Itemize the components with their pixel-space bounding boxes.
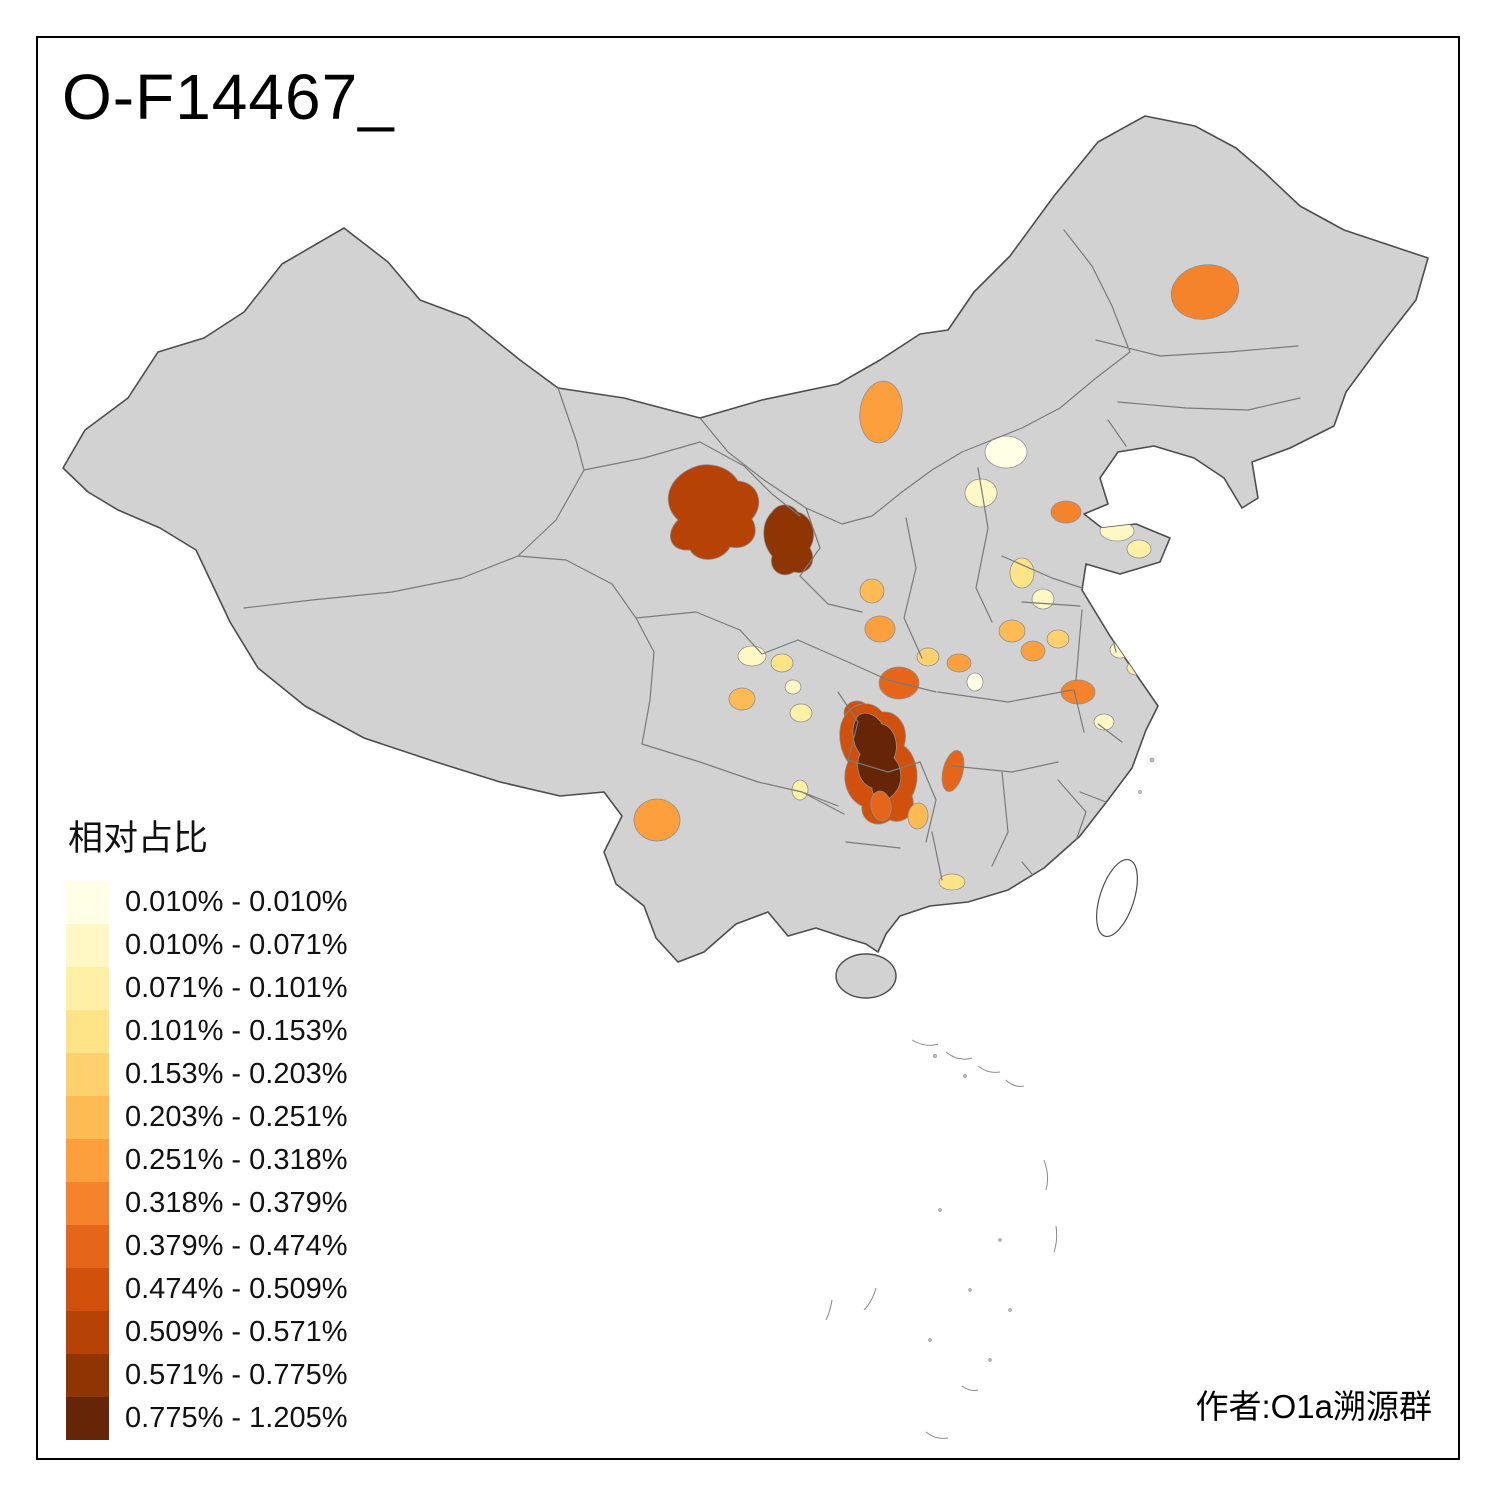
legend-title: 相对占比 [68, 819, 209, 858]
taiwan-island [1096, 858, 1138, 938]
legend-swatch [66, 967, 109, 1010]
legend-label: 0.775% - 1.205% [125, 1402, 348, 1434]
map-region-chengdu-area [784, 679, 802, 695]
legend-swatch [66, 1311, 109, 1354]
legend-swatch [66, 881, 109, 924]
legend-label: 0.101% - 0.153% [125, 1015, 348, 1047]
legend-row: 0.571% - 0.775% [66, 1354, 347, 1397]
legend-label: 0.203% - 0.251% [125, 1101, 348, 1133]
map-region-inner-mongolia-central [859, 380, 903, 444]
legend-label: 0.318% - 0.379% [125, 1187, 348, 1219]
map-region-sichuan-west [728, 687, 756, 711]
map-region-shaanxi-central [916, 647, 940, 667]
legend-row: 0.251% - 0.318% [66, 1139, 347, 1182]
map-region-ningxia [763, 504, 814, 576]
map-region-gansu-central [667, 464, 760, 560]
map-region-gansu-east [859, 578, 885, 604]
legend-row: 0.153% - 0.203% [66, 1053, 347, 1096]
map-region-hebei-east [1050, 500, 1082, 524]
map-region-heilongjiang-west [1170, 264, 1240, 320]
map-region-shaanxi-north [864, 615, 896, 643]
legend-swatch [66, 1139, 109, 1182]
legend-row: 0.101% - 0.153% [66, 1010, 347, 1053]
map-region-anhui-north [1060, 679, 1096, 705]
legend-label: 0.071% - 0.101% [125, 972, 348, 1004]
map-region-sichuan-east [789, 703, 813, 723]
legend-swatch [66, 924, 109, 967]
author-credit: 作者:O1a溯源群 [1195, 1388, 1432, 1425]
map-region-hunan-west [907, 802, 929, 830]
legend-label: 0.153% - 0.203% [125, 1058, 348, 1090]
map-region-guangdong-north [938, 873, 966, 891]
map-region-henan-northwest [946, 653, 972, 673]
legend-swatch [66, 1268, 109, 1311]
legend-swatch [66, 1010, 109, 1053]
map-region-sichuan-north [737, 645, 767, 667]
choropleth-patches [633, 264, 1240, 891]
map-region-henan-east [1046, 629, 1070, 649]
legend-row: 0.474% - 0.509% [66, 1268, 347, 1311]
map-region-sichuan-northeast [770, 653, 794, 673]
legend-row: 0.509% - 0.571% [66, 1311, 347, 1354]
south-china-sea-marks [825, 757, 1155, 1439]
legend-row: 0.379% - 0.474% [66, 1225, 347, 1268]
map-region-shandong-east [1126, 539, 1152, 559]
legend-label: 0.509% - 0.571% [125, 1316, 348, 1348]
legend-swatch [66, 1225, 109, 1268]
legend: 相对占比 0.010% - 0.010% 0.010% - 0.071% 0.0… [66, 810, 347, 1440]
legend-label: 0.010% - 0.071% [125, 929, 348, 961]
legend-label: 0.379% - 0.474% [125, 1230, 348, 1262]
legend-label: 0.571% - 0.775% [125, 1359, 348, 1391]
map-region-hubei-central [966, 672, 984, 692]
map-region-shanxi-south [1031, 588, 1055, 610]
map-region-shandong-north [1099, 520, 1135, 542]
legend-row: 0.071% - 0.101% [66, 967, 347, 1010]
legend-label: 0.474% - 0.509% [125, 1273, 348, 1305]
map-region-hebei-central [964, 478, 998, 508]
legend-swatch [66, 1397, 109, 1440]
page-title: O-F14467_ [62, 61, 395, 133]
legend-row: 0.010% - 0.010% [66, 881, 347, 924]
map-region-chongqing-east [941, 750, 965, 792]
legend-row: 0.010% - 0.071% [66, 924, 347, 967]
legend-label: 0.010% - 0.010% [125, 886, 348, 918]
legend-swatch [66, 1182, 109, 1225]
legend-swatch [66, 1053, 109, 1096]
hainan-island [835, 953, 897, 999]
legend-row: 0.775% - 1.205% [66, 1397, 347, 1440]
map-region-beijing-north [984, 435, 1028, 469]
map-region-henan-west [998, 619, 1026, 643]
map-region-yunnan-west [633, 798, 681, 842]
map-region-zhejiang-north [1093, 713, 1115, 731]
legend-row: 0.318% - 0.379% [66, 1182, 347, 1225]
legend-swatch [66, 1354, 109, 1397]
legend-swatch [66, 1096, 109, 1139]
map-region-shanxi-central [1009, 557, 1035, 589]
map-region-guizhou-south [870, 790, 892, 822]
map-region-henan-central [1020, 640, 1046, 662]
map-region-guizhou-central [852, 712, 902, 801]
legend-row: 0.203% - 0.251% [66, 1096, 347, 1139]
legend-label: 0.251% - 0.318% [125, 1144, 348, 1176]
